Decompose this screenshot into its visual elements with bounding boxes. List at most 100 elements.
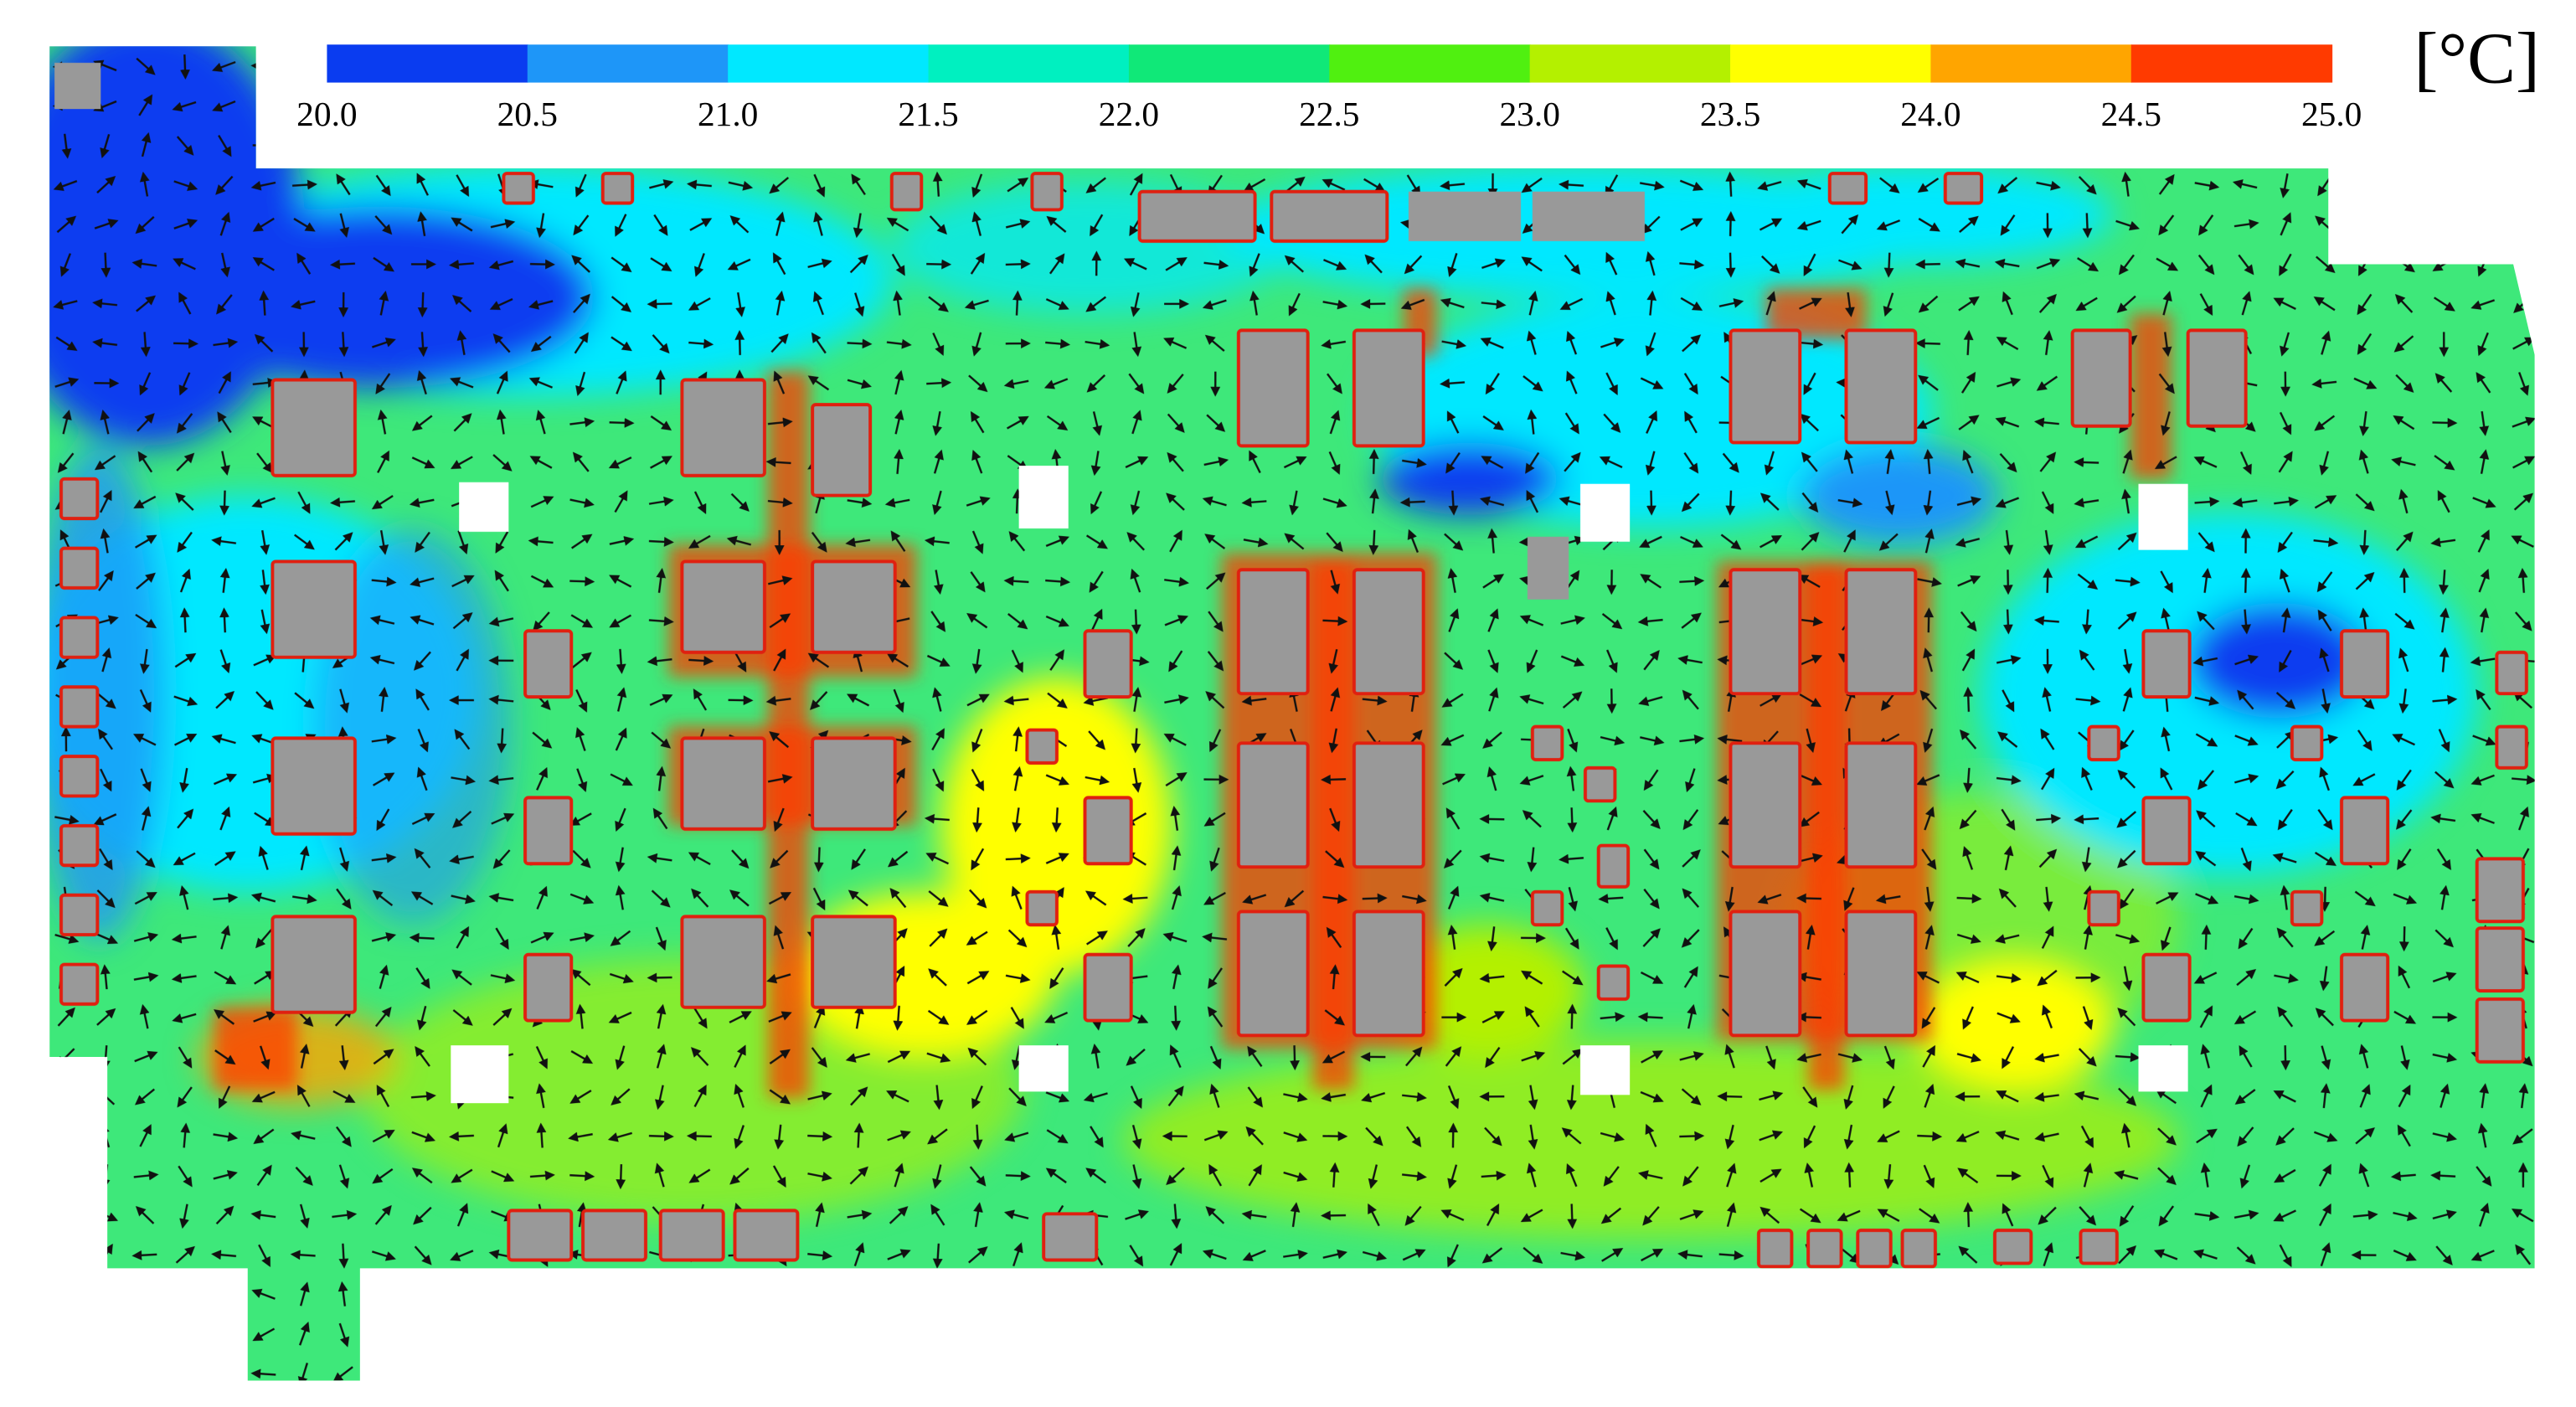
flow-vector [1288,292,1301,317]
flow-vector [212,100,236,112]
flow-vector [374,96,393,116]
flow-vector [886,338,912,349]
flow-vector [536,213,546,239]
flow-vector [1005,853,1031,864]
colorbar-tick-label: 20.0 [296,95,357,133]
flow-vector [1918,295,1939,313]
building [680,378,766,477]
flow-vector [848,1286,869,1304]
flow-vector [371,576,397,587]
flow-vector [1519,1368,1544,1379]
flow-vector [489,297,513,311]
flow-vector [966,1366,988,1381]
flow-vector [92,1368,117,1379]
flow-vector [1165,257,1188,271]
flow-vector [2511,535,2534,548]
flow-vector [971,530,984,554]
flow-vector [1564,254,1581,276]
flow-vector [529,456,553,469]
flow-vector [1600,338,1625,348]
flow-vector [491,1327,514,1342]
flow-vector [1955,258,1981,269]
flow-vector [2277,1323,2294,1345]
flow-vector [62,410,72,435]
building [1236,568,1310,696]
building [1844,741,1918,869]
flow-vector [1883,252,1894,278]
flow-vector [173,338,199,349]
flow-vector [2002,291,2013,316]
flow-vector [2118,254,2135,276]
flow-vector [1878,533,1899,551]
flow-vector [932,171,943,197]
flow-vector [1326,532,1343,553]
flow-vector [1759,535,1782,549]
flow-vector [2430,1170,2456,1181]
flow-vector [2201,924,2212,950]
flow-vector [1679,575,1705,586]
flow-vector [2517,567,2528,593]
building [1042,1212,1099,1262]
flow-vector [808,1367,831,1381]
flow-vector [884,497,910,508]
colorbar-tick-label: 24.5 [2101,95,2161,133]
flow-vector [2355,572,2375,590]
flow-vector [688,338,714,349]
building [270,378,357,477]
flow-vector [1203,98,1226,113]
flow-vector [332,138,355,152]
building [59,685,100,729]
flow-vector [849,255,868,274]
flow-vector [2274,139,2299,150]
flow-vector [211,536,237,547]
flow-vector [252,217,275,232]
flow-vector [2472,100,2496,112]
flow-vector [2121,171,2131,197]
flow-vector [2241,609,2251,635]
flow-vector [1447,1283,1458,1308]
flow-vector [2116,295,2136,313]
flow-vector [1479,814,1505,824]
flow-vector [179,1281,189,1306]
flow-vector [1764,92,1775,117]
flow-vector [410,577,435,587]
flow-vector [808,1327,832,1342]
flow-vector [2313,537,2339,548]
flow-vector [1249,450,1261,474]
flow-vector [1918,218,1940,232]
flow-vector [970,410,985,434]
flow-vector [2317,609,2332,631]
flow-vector [1360,101,1386,112]
flow-vector [2320,886,2331,912]
building [59,755,100,798]
flow-vector [1641,137,1663,153]
flow-vector [139,372,152,396]
flow-vector [1601,613,1623,630]
flow-vector [330,497,355,508]
flow-vector [2076,99,2099,113]
flow-vector [569,1328,595,1339]
flow-vector [1208,611,1224,632]
flow-vector [178,372,191,396]
flow-vector [57,452,75,473]
flow-vector [894,449,904,474]
flow-vector [767,575,793,585]
flow-vector [1284,255,1304,273]
flow-vector [59,1243,74,1265]
building [658,1209,725,1262]
flow-vector [894,369,904,395]
flow-vector [770,333,789,353]
flow-vector [2078,176,2097,195]
flow-vector [693,1323,707,1347]
flow-vector [2472,497,2496,508]
flow-vector [1601,1326,1621,1343]
flow-vector [1519,615,1544,626]
flow-vector [650,456,672,469]
flow-vector [336,173,351,196]
building [59,962,100,1006]
flow-vector [252,257,275,271]
flow-vector [451,295,472,312]
flow-vector [1123,258,1147,271]
flow-vector [1637,616,1663,626]
flow-vector [654,1322,665,1348]
